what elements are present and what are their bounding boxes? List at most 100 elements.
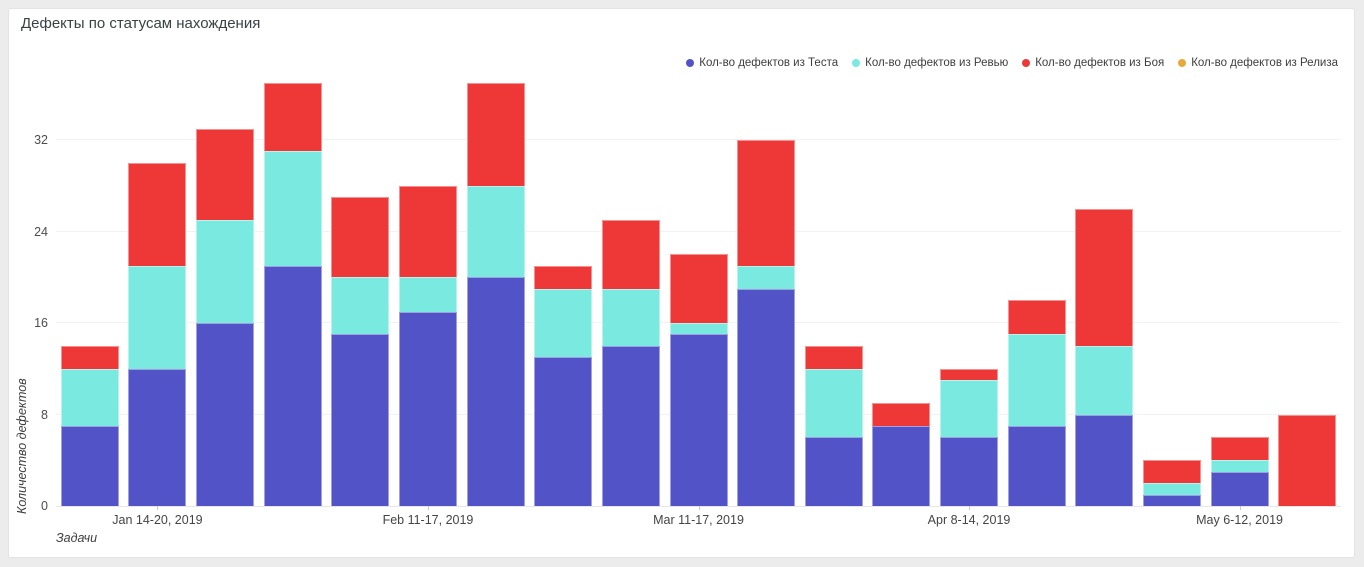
bar-segment-test[interactable] (940, 437, 999, 506)
bar-segment-combat[interactable] (601, 220, 660, 289)
gridline-y-32 (56, 139, 1341, 140)
bar-segment-combat[interactable] (263, 82, 322, 152)
bar-group-1[interactable] (60, 345, 119, 506)
bar-segment-test[interactable] (1210, 471, 1269, 506)
bar-segment-combat[interactable] (737, 140, 796, 266)
bar-group-19[interactable] (1278, 414, 1337, 506)
y-tick-label-16: 16 (34, 316, 48, 330)
x-tick-mark (1239, 506, 1241, 510)
bar-segment-review[interactable] (1007, 334, 1066, 426)
bar-segment-combat[interactable] (1075, 208, 1134, 346)
bar-segment-test[interactable] (263, 265, 322, 506)
x-tick-label: Feb 11-17, 2019 (382, 513, 474, 527)
bar-group-12[interactable] (804, 345, 863, 506)
bar-segment-test[interactable] (128, 368, 187, 506)
bar-group-10[interactable] (669, 254, 728, 506)
bar-segment-test[interactable] (872, 425, 931, 506)
bar-segment-test[interactable] (331, 334, 390, 506)
bar-segment-combat[interactable] (128, 162, 187, 266)
bar-group-4[interactable] (263, 82, 322, 506)
bar-segment-combat[interactable] (804, 345, 863, 369)
bar-segment-combat[interactable] (534, 265, 593, 289)
bar-segment-combat[interactable] (466, 82, 525, 186)
bar-segment-test[interactable] (601, 345, 660, 506)
bar-segment-combat[interactable] (398, 185, 457, 278)
bar-group-14[interactable] (940, 368, 999, 506)
bar-segment-review[interactable] (1210, 460, 1269, 472)
bar-segment-combat[interactable] (331, 197, 390, 278)
bar-segment-review[interactable] (940, 380, 999, 438)
bar-segment-test[interactable] (1142, 494, 1201, 506)
bar-segment-review[interactable] (1075, 345, 1134, 415)
bar-segment-review[interactable] (196, 220, 255, 323)
bar-group-2[interactable] (128, 162, 187, 506)
x-tick-label: May 6-12, 2019 (1196, 513, 1283, 527)
bar-segment-review[interactable] (128, 265, 187, 369)
bar-group-5[interactable] (331, 197, 390, 506)
legend-item-release[interactable]: Кол-во дефектов из Релиза (1178, 57, 1338, 69)
legend-dot-combat (1022, 59, 1031, 67)
bar-group-15[interactable] (1007, 300, 1066, 506)
bar-segment-combat[interactable] (669, 254, 728, 323)
chart-title: Дефекты по статусам нахождения (21, 15, 261, 32)
x-axis-title: Задачи (56, 531, 98, 545)
bar-segment-review[interactable] (398, 277, 457, 312)
bar-segment-review[interactable] (331, 277, 390, 335)
bar-segment-test[interactable] (669, 334, 728, 506)
bar-segment-combat[interactable] (60, 345, 119, 369)
bar-group-17[interactable] (1142, 460, 1201, 506)
x-tick-label: Mar 11-17, 2019 (653, 513, 744, 527)
bar-segment-review[interactable] (1142, 483, 1201, 495)
bar-group-9[interactable] (601, 220, 660, 506)
x-tick-mark (698, 506, 700, 510)
bar-group-6[interactable] (398, 185, 457, 506)
legend-dot-release (1178, 59, 1187, 67)
y-tick-label-24: 24 (34, 224, 48, 239)
bar-segment-combat[interactable] (1210, 437, 1269, 461)
bar-segment-test[interactable] (534, 357, 593, 506)
bar-segment-combat[interactable] (872, 403, 931, 426)
bar-segment-review[interactable] (669, 323, 728, 335)
bar-segment-test[interactable] (398, 311, 457, 506)
bar-segment-test[interactable] (1007, 425, 1066, 506)
bar-segment-combat[interactable] (196, 128, 255, 221)
legend-item-review[interactable]: Кол-во дефектов из Ревью (852, 57, 1008, 69)
legend-dot-review (852, 59, 861, 67)
bar-segment-combat[interactable] (1142, 460, 1201, 484)
legend: Кол-во дефектов из Теста Кол-во дефектов … (686, 57, 1338, 69)
bar-segment-test[interactable] (804, 437, 863, 506)
bar-segment-review[interactable] (60, 368, 119, 426)
bar-group-11[interactable] (737, 140, 796, 506)
bar-segment-review[interactable] (534, 288, 593, 358)
bar-segment-combat[interactable] (940, 368, 999, 381)
bar-segment-review[interactable] (601, 288, 660, 346)
legend-label-combat: Кол-во дефектов из Боя (1035, 57, 1165, 69)
bar-segment-test[interactable] (1075, 414, 1134, 506)
y-axis-title: Количество дефектов (15, 378, 29, 514)
x-tick-mark (427, 506, 429, 510)
x-tick-mark (969, 506, 971, 510)
bar-segment-test[interactable] (466, 277, 525, 506)
bar-segment-test[interactable] (196, 323, 255, 506)
legend-item-combat[interactable]: Кол-во дефектов из Боя (1022, 57, 1164, 69)
bar-segment-review[interactable] (263, 151, 322, 266)
x-tick-label: Apr 8-14, 2019 (927, 513, 1011, 527)
legend-item-test[interactable]: Кол-во дефектов из Теста (686, 57, 838, 69)
bar-segment-combat[interactable] (1007, 300, 1066, 335)
bar-segment-combat[interactable] (1278, 414, 1337, 506)
bar-group-13[interactable] (872, 403, 931, 506)
bar-group-8[interactable] (534, 265, 593, 506)
bar-segment-review[interactable] (804, 368, 863, 438)
bar-segment-test[interactable] (737, 288, 796, 506)
bar-segment-review[interactable] (737, 265, 796, 289)
y-tick-label-8: 8 (41, 407, 48, 422)
bar-group-18[interactable] (1210, 437, 1269, 506)
bar-group-16[interactable] (1075, 208, 1134, 506)
bar-group-7[interactable] (466, 82, 525, 506)
plot-area: 0 8 16 24 32 Jan 14-20, 2019 Feb 11-17, 2019 Ma… (34, 76, 1341, 527)
legend-label-release: Кол-во дефектов из Релиза (1191, 57, 1338, 69)
bar-group-3[interactable] (196, 128, 255, 506)
y-tick-label-0: 0 (41, 499, 48, 513)
bar-segment-review[interactable] (466, 185, 525, 278)
bar-segment-test[interactable] (60, 425, 119, 506)
